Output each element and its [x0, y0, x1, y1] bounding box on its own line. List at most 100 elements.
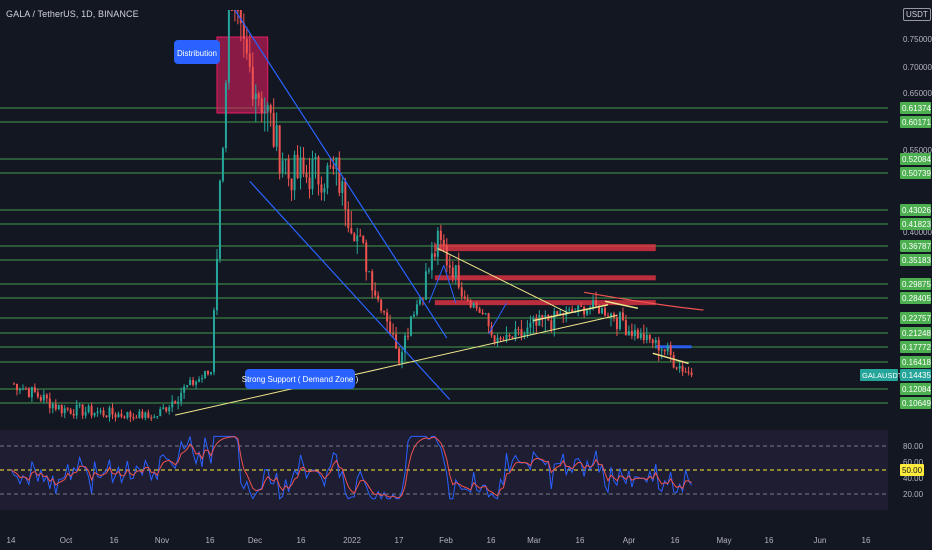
candle-body — [93, 413, 96, 416]
candle-body — [33, 387, 36, 393]
price-level-badge — [900, 278, 931, 290]
candle-body — [138, 411, 141, 418]
price-level-label: 0.61374 — [902, 104, 931, 113]
candle-body — [615, 317, 618, 330]
candle-body — [221, 148, 224, 181]
time-tick: Nov — [155, 536, 169, 545]
currency-badge[interactable]: USDT — [903, 8, 931, 21]
candle-body — [72, 413, 75, 416]
distribution-label: Distribution — [177, 49, 217, 58]
wedge-top-line — [604, 300, 639, 310]
candle-body — [81, 404, 84, 416]
candle-body — [257, 93, 260, 99]
oscillator-tick: 60.00 — [903, 458, 924, 467]
candle-body — [624, 320, 627, 336]
candle-body — [651, 339, 654, 344]
candle-body — [207, 370, 210, 375]
candle-body — [359, 235, 362, 237]
candle-body — [177, 401, 180, 404]
candle-body — [293, 154, 296, 191]
price-level-label: 0.50739 — [902, 169, 931, 178]
candle-body — [684, 371, 687, 373]
time-tick: Mar — [527, 536, 541, 545]
candle-body — [296, 154, 299, 179]
candle-body — [663, 349, 666, 352]
candle-body — [374, 290, 377, 296]
oscillator-d-line — [10, 436, 692, 499]
price-level-badge — [900, 102, 931, 114]
candle-body — [263, 111, 266, 113]
time-tick: 17 — [395, 536, 404, 545]
time-tick: Jun — [814, 536, 827, 545]
candle-body — [251, 66, 254, 100]
candle-body — [224, 82, 227, 149]
candle-body — [287, 158, 290, 179]
candle-body — [424, 271, 427, 300]
candle-body — [111, 407, 114, 415]
candle-body — [90, 405, 93, 416]
resistance-zone — [434, 244, 656, 252]
candle-body — [645, 334, 648, 341]
candle-body — [54, 404, 57, 410]
price-axis: 0.75000 0.70000 0.65000 0.55000 0.40000 0.613… — [860, 35, 932, 499]
price-level-label: 0.12084 — [902, 385, 931, 394]
candle-body — [636, 329, 639, 339]
candle-body — [248, 53, 251, 67]
candle-body — [236, 10, 239, 11]
time-tick: May — [716, 536, 731, 545]
candle-body — [317, 156, 320, 185]
candle-body — [335, 157, 338, 170]
candle-body — [529, 322, 532, 328]
price-level-badge — [900, 116, 931, 128]
candle-body — [63, 408, 66, 414]
candle-body — [290, 178, 293, 191]
distribution-callout — [174, 40, 220, 64]
candle-body — [48, 398, 51, 409]
candle-body — [156, 416, 159, 418]
time-tick: 16 — [862, 536, 871, 545]
candle-body — [356, 235, 359, 242]
candle-body — [502, 339, 505, 341]
candle-body — [612, 313, 615, 318]
candle-body — [39, 396, 42, 401]
candle-body — [66, 408, 69, 410]
candle-body — [198, 379, 201, 382]
candle-body — [448, 265, 451, 268]
candle-body — [174, 401, 177, 404]
candle-body — [266, 105, 269, 112]
price-level-badge — [900, 153, 931, 165]
time-tick: Apr — [623, 536, 636, 545]
candle-body — [45, 394, 48, 399]
candle-body — [478, 308, 481, 313]
candle-body — [451, 267, 454, 278]
candle-body — [675, 367, 678, 369]
candle-body — [147, 412, 150, 418]
candle-body — [75, 404, 78, 416]
descending-trendline — [437, 248, 570, 315]
candle-body — [18, 389, 21, 391]
candle-body — [454, 265, 457, 278]
resistance-zone — [434, 275, 656, 281]
time-tick: Oct — [60, 536, 73, 545]
price-tick: 0.70000 — [903, 63, 932, 72]
support-callout — [245, 369, 355, 389]
candle-body — [690, 372, 693, 375]
time-tick: 16 — [765, 536, 774, 545]
candle-body — [320, 184, 323, 193]
oscillator-tick: 80.00 — [903, 442, 924, 451]
candle-body — [654, 340, 657, 344]
candle-body — [535, 317, 538, 326]
candle-body — [57, 405, 60, 410]
candle-body — [254, 93, 257, 100]
channel-upper-line — [234, 9, 448, 339]
price-level-label: 0.29875 — [902, 280, 931, 289]
price-level-label: 0.10649 — [902, 399, 931, 408]
candle-body — [21, 388, 24, 390]
candle-body — [245, 38, 248, 54]
price-level-badge — [900, 204, 931, 216]
time-tick: 14 — [7, 536, 16, 545]
candle-body — [230, 10, 233, 11]
candle-body — [457, 265, 460, 288]
price-level-badge — [900, 240, 931, 252]
